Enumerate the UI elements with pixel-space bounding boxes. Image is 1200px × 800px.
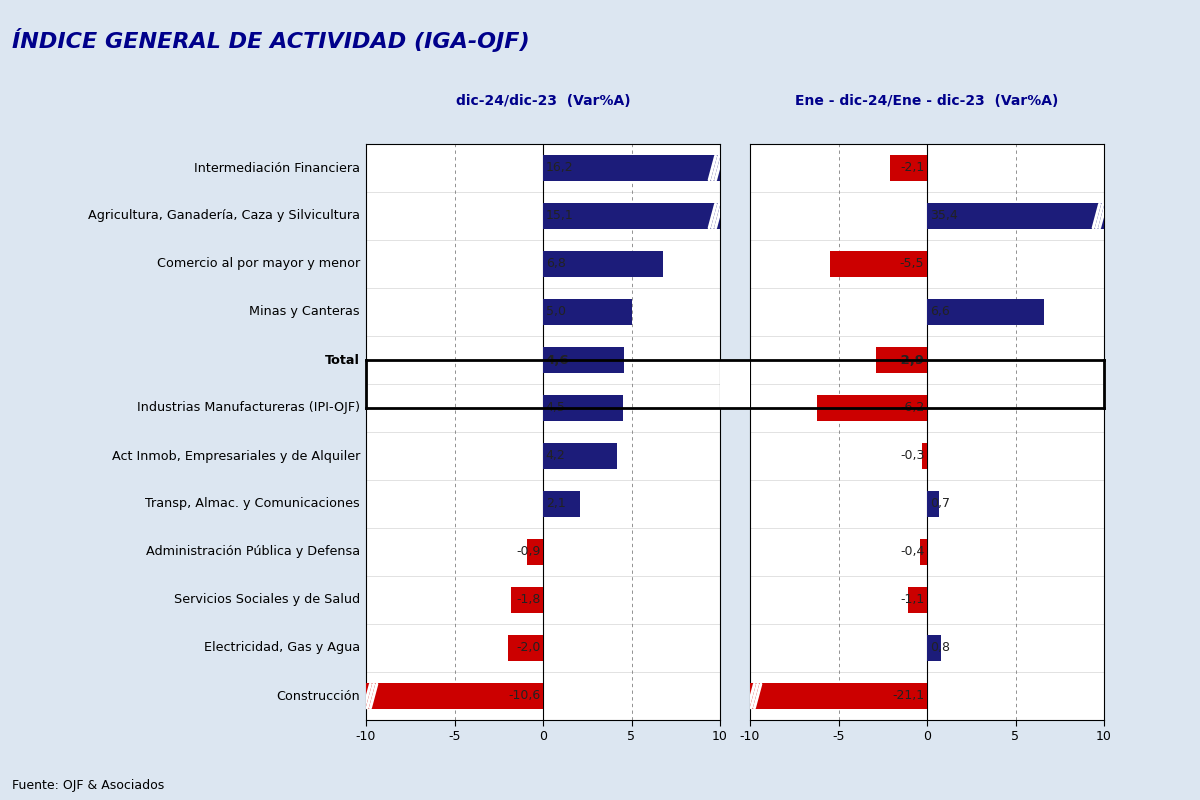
- Text: -0,3: -0,3: [900, 450, 924, 462]
- Text: Agricultura, Ganadería, Caza y Silvicultura: Agricultura, Ganadería, Caza y Silvicult…: [88, 210, 360, 222]
- Bar: [511, 587, 542, 613]
- Bar: [542, 490, 580, 517]
- Text: 0,8: 0,8: [930, 642, 949, 654]
- Bar: [817, 395, 928, 421]
- Bar: [907, 587, 928, 613]
- Text: -5,5: -5,5: [900, 258, 924, 270]
- Text: ÍNDICE GENERAL DE ACTIVIDAD (IGA-OJF): ÍNDICE GENERAL DE ACTIVIDAD (IGA-OJF): [12, 28, 529, 52]
- Text: -0,4: -0,4: [900, 546, 924, 558]
- Bar: [542, 395, 623, 421]
- Text: 16,2: 16,2: [546, 162, 574, 174]
- Bar: [366, 682, 542, 709]
- Text: -1,1: -1,1: [900, 594, 924, 606]
- Text: Administración Pública y Defensa: Administración Pública y Defensa: [146, 546, 360, 558]
- Bar: [542, 299, 631, 326]
- Text: 4,2: 4,2: [546, 450, 565, 462]
- Text: Servicios Sociales y de Salud: Servicios Sociales y de Salud: [174, 594, 360, 606]
- Text: Act Inmob, Empresariales y de Alquiler: Act Inmob, Empresariales y de Alquiler: [112, 450, 360, 462]
- Text: Comercio al por mayor y menor: Comercio al por mayor y menor: [157, 258, 360, 270]
- Text: -21,1: -21,1: [893, 690, 924, 702]
- Bar: [876, 347, 928, 373]
- Text: Industrias Manufactureras (IPI-OJF): Industrias Manufactureras (IPI-OJF): [137, 402, 360, 414]
- Text: 6,8: 6,8: [546, 258, 565, 270]
- Text: 35,4: 35,4: [930, 210, 958, 222]
- Bar: [922, 443, 928, 469]
- Bar: [542, 202, 720, 230]
- Bar: [928, 635, 941, 661]
- Text: 4,6: 4,6: [546, 354, 569, 366]
- Text: 0,7: 0,7: [930, 498, 949, 510]
- Text: -0,9: -0,9: [516, 546, 540, 558]
- Text: -6,2: -6,2: [900, 402, 924, 414]
- Text: 15,1: 15,1: [546, 210, 574, 222]
- Bar: [928, 490, 940, 517]
- Bar: [928, 202, 1104, 230]
- Text: dic-24/dic-23  (Var%A): dic-24/dic-23 (Var%A): [456, 94, 630, 108]
- Bar: [542, 250, 664, 278]
- Bar: [542, 347, 624, 373]
- Bar: [890, 154, 928, 182]
- Text: 6,6: 6,6: [930, 306, 949, 318]
- Bar: [750, 682, 928, 709]
- Text: Minas y Canteras: Minas y Canteras: [250, 306, 360, 318]
- Text: -10,6: -10,6: [508, 690, 540, 702]
- Text: -2,9: -2,9: [895, 354, 924, 366]
- Text: -1,8: -1,8: [516, 594, 540, 606]
- Text: Total: Total: [325, 354, 360, 366]
- Bar: [920, 539, 928, 565]
- Bar: [542, 443, 617, 469]
- Bar: [542, 154, 720, 182]
- Text: 2,1: 2,1: [546, 498, 565, 510]
- Text: Construcción: Construcción: [276, 690, 360, 702]
- Bar: [508, 635, 542, 661]
- Text: Intermediación Financiera: Intermediación Financiera: [194, 162, 360, 174]
- Text: -2,0: -2,0: [516, 642, 540, 654]
- Bar: [829, 250, 928, 278]
- Text: 5,0: 5,0: [546, 306, 565, 318]
- Text: -2,1: -2,1: [900, 162, 924, 174]
- Text: 4,5: 4,5: [546, 402, 565, 414]
- Text: Fuente: OJF & Asociados: Fuente: OJF & Asociados: [12, 779, 164, 792]
- Text: Ene - dic-24/Ene - dic-23  (Var%A): Ene - dic-24/Ene - dic-23 (Var%A): [796, 94, 1058, 108]
- Bar: [527, 539, 542, 565]
- Bar: [928, 299, 1044, 326]
- Text: Transp, Almac. y Comunicaciones: Transp, Almac. y Comunicaciones: [145, 498, 360, 510]
- Text: Electricidad, Gas y Agua: Electricidad, Gas y Agua: [204, 642, 360, 654]
